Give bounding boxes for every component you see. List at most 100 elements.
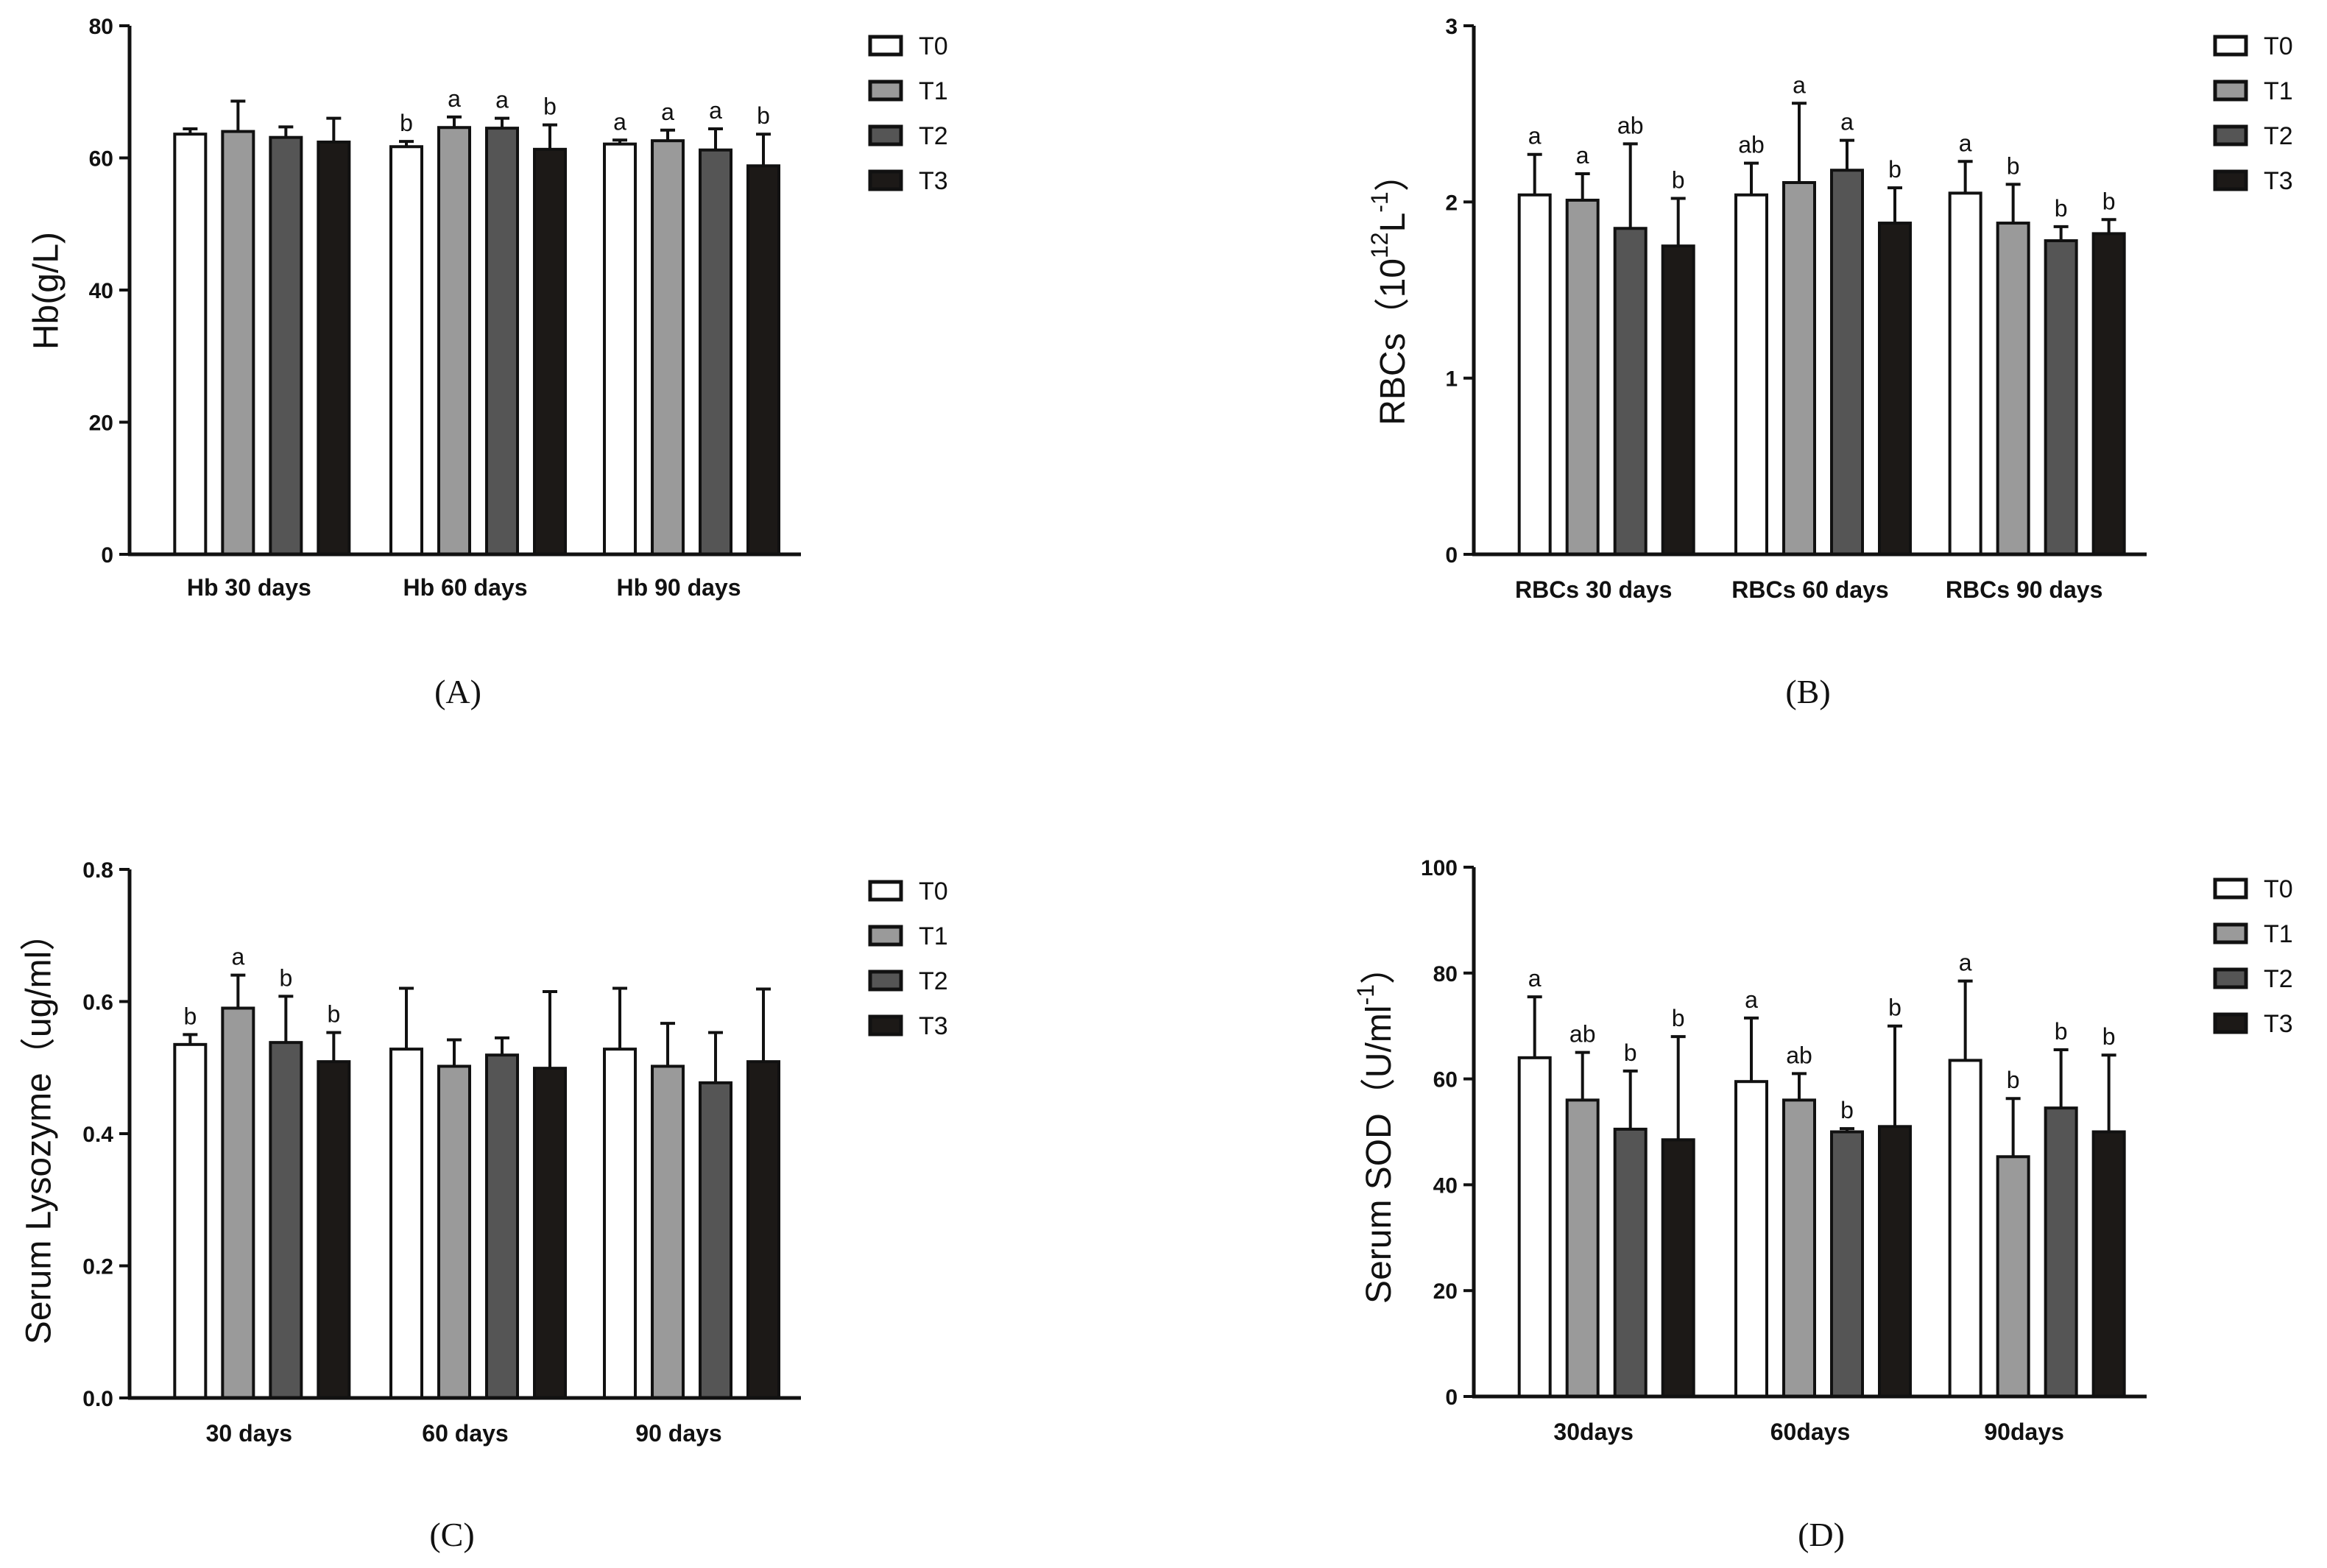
panel-d-sig-letter-t2-1: b (1624, 1039, 1637, 1066)
panel-a-y-tick-label-3: 40 (89, 279, 113, 303)
panel-b-y-label-main: RBCs (1374, 333, 1413, 425)
panel-b-label: (B) (1785, 673, 1830, 710)
panel-c-bar-t0-1 (173, 1042, 208, 1400)
panel-a-category-label-2: Hb 60 days (403, 574, 528, 601)
panel-a-sig-letter-t1-2: a (448, 85, 461, 112)
panel-b-legend-label-t0: T0 (2264, 32, 2293, 60)
panel-a-bar-t3-2 (533, 147, 567, 556)
panel-c-sig-letter-t1-1: a (231, 944, 244, 970)
panel-d-bar-t2-3 (2044, 1106, 2078, 1399)
panel-c-label: (C) (429, 1516, 474, 1553)
panel-c-legend-swatch-t3 (868, 1014, 903, 1036)
panel-d-y-tick-label-1: 0 (1445, 1385, 1458, 1410)
panel-b-sig-letter-t3-2: b (1888, 156, 1901, 183)
panel-c-legend-swatch-t0 (868, 880, 903, 902)
panel-c-bar-t3-1 (317, 1060, 351, 1399)
panel-b-sig-letter-t0-2: ab (1738, 132, 1765, 158)
panel-b-bar-t1-1 (1565, 198, 1600, 556)
panel-d-y-label-unit: U/ml (1360, 1006, 1399, 1078)
panel-d-legend-label-t0: T0 (2264, 875, 2293, 903)
panel-d-bar-t3-1 (1661, 1138, 1695, 1399)
panel-b-y-tick-label-4: 3 (1445, 15, 1458, 39)
panel-a-legend-label-t3: T3 (919, 167, 948, 195)
panel-c-y-tick-label-4: 0.6 (82, 991, 113, 1015)
panel-d-sig-letter-t2-2: b (1840, 1097, 1854, 1123)
panel-d-bar-t1-3 (1996, 1155, 2030, 1398)
panel-c-bar-t2-3 (699, 1081, 733, 1399)
panel-a-sig-letter-t2-2: a (495, 87, 509, 113)
panel-d-legend-swatch-t0 (2213, 877, 2248, 900)
panel-c-bar-t0-2 (389, 1048, 423, 1399)
panel-b-bar-t0-1 (1517, 193, 1552, 556)
panel-d-bar-t2-1 (1613, 1127, 1648, 1399)
panel-d: Serum SOD（U/ml-1） aabbb30daysaabbb60days… (1352, 856, 2292, 1553)
panel-a-category-label-1: Hb 30 days (187, 574, 311, 601)
panel-a-sig-letter-t2-3: a (709, 97, 722, 124)
panel-b-bar-t3-1 (1661, 244, 1695, 556)
panel-a-y-tick-label-5: 80 (89, 15, 113, 39)
panel-d-sig-letter-t3-2: b (1888, 995, 1901, 1021)
panel-b-sig-letter-t1-2: a (1793, 71, 1806, 98)
panel-b-legend-swatch-t1 (2213, 80, 2248, 102)
panel-b-category-label-2: RBCs 60 days (1731, 576, 1888, 603)
panel-a-legend-label-t1: T1 (919, 77, 948, 105)
panel-c-sig-letter-t0-1: b (183, 1003, 197, 1029)
panel-c-category-label-2: 60 days (422, 1420, 508, 1447)
panel-c-y-label: Serum Lysozyme（ug/ml） (20, 916, 59, 1344)
panel-c-bar-t3-3 (746, 1060, 781, 1399)
panel-b-sig-letter-t0-1: a (1528, 123, 1542, 149)
panel-a-y-tick-label-2: 20 (89, 412, 113, 436)
panel-a-legend-swatch-t1 (868, 80, 903, 102)
panel-d-sig-letter-t1-1: ab (1569, 1021, 1596, 1048)
panel-c-y-tick-label-2: 0.2 (82, 1255, 113, 1279)
panel-c-sig-letter-t3-1: b (327, 1001, 340, 1028)
panel-b-sig-letter-t2-2: a (1840, 109, 1854, 135)
panel-b-legend-swatch-t3 (2213, 169, 2248, 191)
panel-a-sig-letter-t3-3: b (757, 102, 770, 129)
panel-a-bar-t3-3 (746, 164, 781, 556)
panel-b-sig-letter-t1-1: a (1576, 142, 1589, 169)
panel-a-plot: Hb 30 days b a a b Hb 60 days a a a b Hb 90 days 0 2… (89, 15, 948, 601)
panel-b-sig-letter-t2-3: b (2055, 195, 2068, 222)
panel-a-bar-t2-3 (699, 148, 733, 557)
panel-b-y-label-paren-close: ） (1374, 156, 1413, 191)
panel-b-category-label-3: RBCs 90 days (1946, 576, 2102, 603)
panel-b-y-label-unit: L (1374, 213, 1413, 233)
panel-b-bar-t0-3 (1948, 191, 1982, 556)
panel-a-bar-t1-2 (437, 126, 471, 556)
panel-b-sig-letter-t3-3: b (2102, 188, 2116, 214)
panel-a-legend-label-t2: T2 (919, 122, 948, 150)
panel-a-sig-letter-t3-2: b (543, 93, 557, 120)
panel-b-bar-t3-2 (1878, 222, 1912, 556)
panel-d-bar-t1-2 (1782, 1098, 1816, 1398)
panel-c-plot: b a b b 30 days 60 days 90 days 0.0 0.2 0.4 0.6 0.8… (82, 858, 947, 1447)
panel-a-bar-t0-3 (603, 142, 638, 556)
panel-b-bar-t1-3 (1996, 222, 2030, 556)
panel-c-bar-t2-1 (269, 1041, 303, 1400)
panel-d-legend-label-t2: T2 (2264, 965, 2293, 993)
panel-b-sig-letter-t0-3: a (1959, 130, 1972, 156)
panel-a-bar-t0-1 (173, 133, 208, 556)
panel-d-sig-letter-t1-2: ab (1786, 1042, 1812, 1068)
panel-d-legend-swatch-t2 (2213, 967, 2248, 989)
panel-a-bar-t2-1 (269, 135, 303, 557)
panel-c-legend-label-t3: T3 (919, 1012, 948, 1040)
panel-d-sig-letter-t2-3: b (2055, 1018, 2068, 1045)
panel-a-bar-t1-3 (651, 139, 685, 557)
panel-d-legend-swatch-t1 (2213, 922, 2248, 944)
panel-b-y-axis-label: RBCs（1012L-1） (1366, 156, 1412, 425)
panel-c-y-axis-label: Serum Lysozyme（ug/ml） (20, 916, 59, 1344)
panel-d-bar-t0-3 (1948, 1059, 1982, 1399)
panel-a-legend-swatch-t2 (868, 124, 903, 146)
panel-d-y-label-exp: -1 (1352, 984, 1379, 1005)
panel-c-bar-t1-3 (651, 1064, 685, 1399)
panel-d-bar-t2-2 (1830, 1130, 1864, 1398)
panel-a-sig-letter-t0-2: b (400, 110, 413, 136)
panel-d-y-tick-label-5: 80 (1433, 962, 1458, 986)
panel-d-y-label-paren-open: （ (1360, 1078, 1399, 1113)
panel-a: Hb(g/L) Hb 30 days b a a b Hb 60 days a a a b Hb 9… (27, 15, 948, 710)
panel-b-legend-swatch-t0 (2213, 35, 2248, 57)
panel-a-bar-t2-2 (485, 127, 519, 557)
